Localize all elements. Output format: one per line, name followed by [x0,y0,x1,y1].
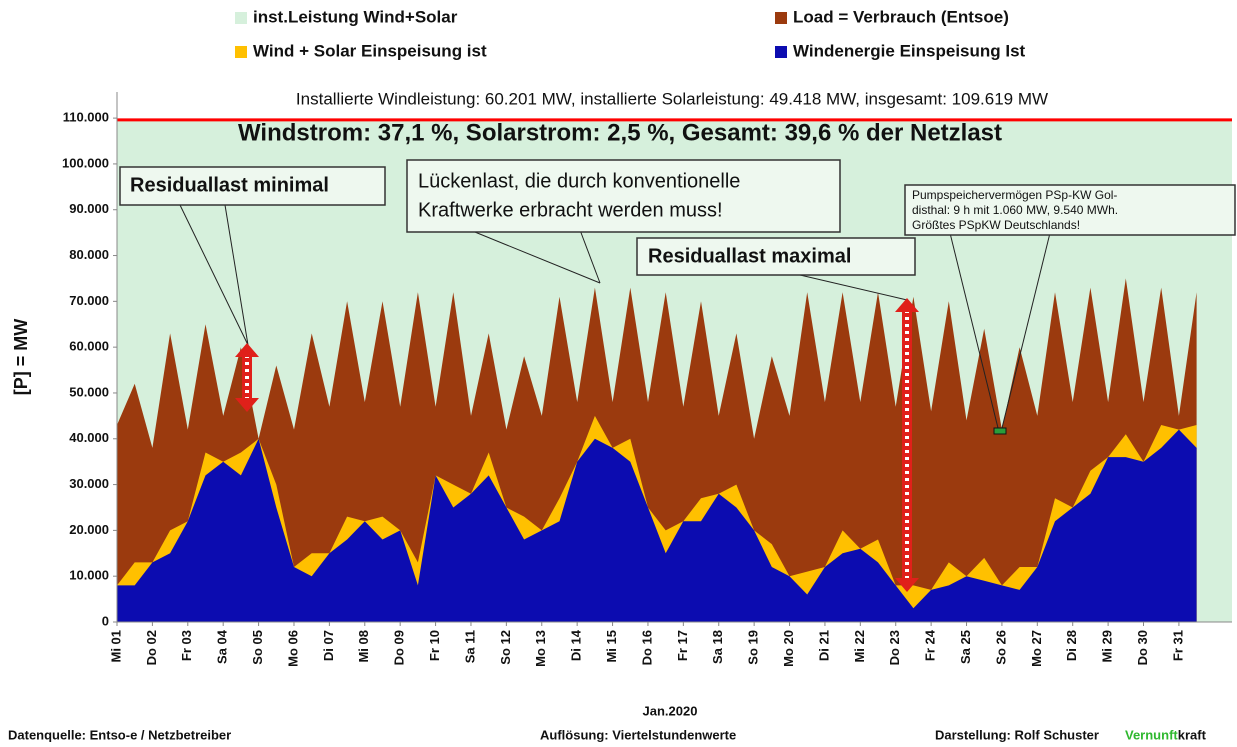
y-tick-label: 90.000 [69,201,109,216]
legend-swatch [775,12,787,24]
pump-marker [993,427,1007,435]
x-tick-label: Mi 29 [1100,630,1115,663]
arrow-head [235,398,259,412]
x-axis-title: Jan.2020 [643,703,698,718]
callout-line [799,274,908,301]
x-tick-label: Do 23 [887,630,902,665]
series-area [117,429,1197,622]
legend-swatch [235,46,247,58]
x-tick-label: Do 02 [144,630,159,665]
x-tick-label: Sa 18 [710,630,725,664]
x-tick-label: Di 28 [1064,630,1079,661]
x-tick-label: Do 16 [639,630,654,665]
y-axis-title: [P] = MW [11,319,31,396]
x-tick-label: Di 21 [816,630,831,661]
x-tick-label: Mi 01 [108,630,123,663]
callout-line [579,229,601,284]
callout-text: Kraftwerke erbracht werden muss! [418,199,723,221]
callout-text: Residuallast minimal [130,174,329,196]
footer-resolution: Auflösung: Viertelstundenwerte [540,727,736,742]
callout-text: Lückenlast, die durch konventionelle [418,170,740,192]
x-tick-label: Mi 15 [604,630,619,663]
callout-line [1001,232,1051,429]
x-tick-label: Fr 31 [1170,630,1185,661]
y-tick-label: 10.000 [69,568,109,583]
arrow-head [235,343,259,357]
legend-swatch [775,46,787,58]
legend-label: Wind + Solar Einspeisung ist [253,41,487,60]
callout-line [224,204,249,346]
y-tick-label: 100.000 [62,155,109,170]
legend-label: Windenergie Einspeisung Ist [793,41,1026,60]
callout-text: Residuallast maximal [648,245,851,267]
x-tick-label: So 05 [250,630,265,665]
y-tick-label: 20.000 [69,522,109,537]
y-tick-label: 80.000 [69,247,109,262]
x-tick-label: Di 07 [321,630,336,661]
x-tick-label: Fr 17 [675,630,690,661]
footer-author: Darstellung: Rolf Schuster [935,727,1099,742]
callout-line [949,232,999,429]
x-tick-label: So 19 [746,630,761,665]
x-tick-label: Di 14 [569,629,584,661]
x-tick-label: Sa 25 [958,630,973,664]
legend-swatch [235,12,247,24]
x-tick-label: Sa 04 [215,629,230,664]
footer-source: Datenquelle: Entso-e / Netzbetreiber [8,727,231,742]
legend-label: Load = Verbrauch (Entsoe) [793,7,1009,26]
y-tick-label: 40.000 [69,430,109,445]
x-tick-label: Fr 10 [427,630,442,661]
x-tick-label: Mo 13 [533,630,548,667]
callout-box [406,159,841,233]
x-tick-label: Sa 11 [462,630,477,663]
x-tick-label: Fr 24 [923,629,938,661]
callout-line [179,204,249,346]
x-tick-label: So 12 [498,630,513,665]
callout-box [904,184,1236,236]
callout-box [636,237,916,276]
y-tick-label: 0 [102,613,109,628]
x-tick-label: So 26 [993,630,1008,665]
y-tick-label: 70.000 [69,293,109,308]
x-tick-label: Fr 03 [179,630,194,661]
y-tick-label: 110.000 [63,110,109,125]
callout-text: Größtes PSpKW Deutschlands! [912,218,1080,232]
arrow-head [895,578,919,592]
installed-note: Installierte Windleistung: 60.201 MW, in… [296,89,1048,108]
callout-box [119,166,386,206]
x-tick-label: Do 09 [392,630,407,665]
arrow-head [895,298,919,312]
legend-label: inst.Leistung Wind+Solar [253,7,458,26]
shares-note: Windstrom: 37,1 %, Solarstrom: 2,5 %, Ge… [238,119,1002,146]
y-tick-label: 50.000 [69,384,109,399]
x-tick-label: Mo 20 [781,630,796,667]
callout-line [469,229,601,284]
callout-text: disthal: 9 h mit 1.060 MW, 9.540 MWh. [912,203,1118,217]
y-tick-label: 60.000 [69,339,109,354]
callout-text: Pumpspeichervermögen PSp-KW Gol- [912,188,1117,202]
x-tick-label: Mo 06 [285,630,300,667]
x-tick-label: Mo 27 [1029,630,1044,667]
x-tick-label: Do 30 [1135,630,1150,665]
footer-brand: Vernunft [1125,727,1178,742]
y-tick-label: 30.000 [69,476,109,491]
footer-brand: kraft [1178,727,1207,742]
x-tick-label: Mi 08 [356,630,371,663]
x-tick-label: Mi 22 [852,630,867,663]
